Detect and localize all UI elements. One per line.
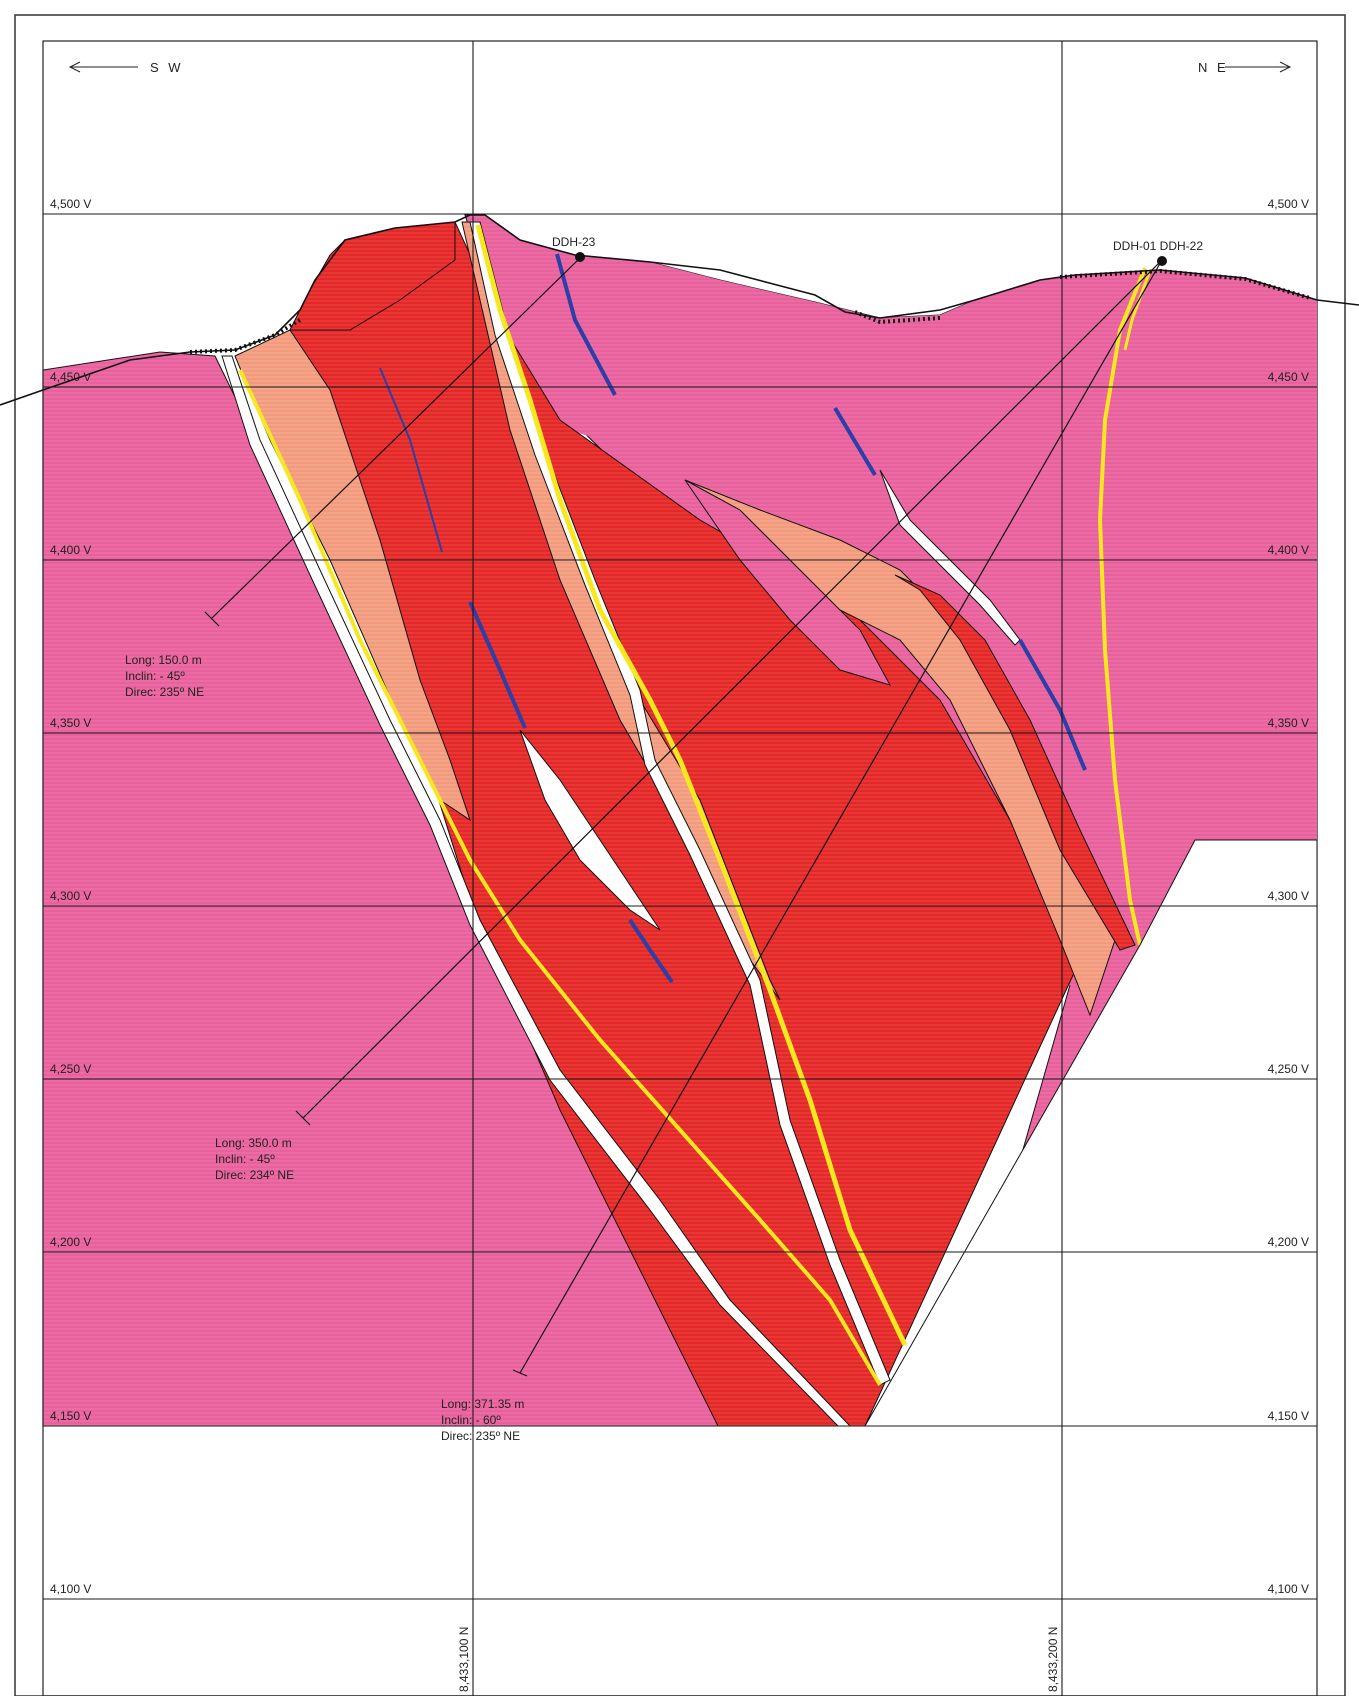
altered-band-west bbox=[234, 329, 471, 822]
drillhole-end-tick-c bbox=[512, 1369, 528, 1377]
elevation-label: 4,300 V bbox=[50, 889, 91, 903]
northing-label: 8,433,200 N bbox=[1046, 1627, 1060, 1692]
elevation-label: 4,400 V bbox=[1268, 543, 1309, 557]
drillhole-end-tick-b bbox=[295, 1110, 311, 1126]
yellow-vein-west bbox=[238, 369, 882, 1387]
elevation-label: 4,200 V bbox=[50, 1235, 91, 1249]
elevation-label: 4,250 V bbox=[50, 1062, 91, 1076]
blue-fault-1 bbox=[555, 253, 617, 396]
blue-fault-5 bbox=[833, 406, 877, 477]
elevation-label: 4,300 V bbox=[1268, 889, 1309, 903]
collar-label-ddh01-ddh22: DDH-01 DDH-22 bbox=[1113, 239, 1203, 253]
red-band-east bbox=[894, 574, 1136, 951]
outer-frame bbox=[14, 14, 1346, 1696]
hole-inclination: Inclin: - 45º bbox=[125, 669, 185, 683]
elevation-label: 4,350 V bbox=[50, 716, 91, 730]
hole-inclination: Inclin: - 45º bbox=[215, 1152, 275, 1166]
yellow-vein-east-inner bbox=[1123, 269, 1152, 351]
elevation-label: 4,150 V bbox=[50, 1409, 91, 1423]
hole-direction: Direc: 235º NE bbox=[441, 1429, 520, 1443]
elevation-label: 4,250 V bbox=[1268, 1062, 1309, 1076]
hole-length: Long: 350.0 m bbox=[215, 1136, 292, 1150]
collar-marker-right bbox=[1157, 256, 1167, 266]
drillhole-trace-ddh22 bbox=[302, 259, 1163, 1119]
elevation-label: 4,350 V bbox=[1268, 716, 1309, 730]
direction-label-ne: N E bbox=[1198, 60, 1229, 75]
blue-fault-3 bbox=[468, 601, 527, 729]
elevation-label: 4,150 V bbox=[1268, 1409, 1309, 1423]
host-rock-wedge bbox=[684, 479, 892, 686]
drillhole-info-a: Long: 150.0 m Inclin: - 45º Direc: 235º … bbox=[125, 653, 204, 699]
drillhole-end-tick-a bbox=[204, 611, 220, 627]
hole-length: Long: 150.0 m bbox=[125, 653, 202, 667]
no-data-area bbox=[864, 839, 1318, 1427]
direction-arrow-ne bbox=[1225, 61, 1292, 73]
drillhole-info-c: Long: 371.35 m Inclin: - 60º Direc: 235º… bbox=[441, 1397, 524, 1443]
elevation-label: 4,100 V bbox=[1268, 1582, 1309, 1596]
alluvium-cover-right bbox=[1059, 268, 1311, 300]
white-dyke-east bbox=[879, 469, 1021, 646]
drillhole-trace-ddh01 bbox=[519, 259, 1163, 1374]
elevation-label: 4,450 V bbox=[50, 370, 91, 384]
elevation-labels-left: 4,500 V 4,450 V 4,400 V 4,350 V 4,300 V … bbox=[50, 197, 91, 1596]
collar-label-ddh23: DDH-23 bbox=[552, 235, 596, 249]
elevation-label: 4,500 V bbox=[1268, 197, 1309, 211]
alluvium-cover-left bbox=[189, 318, 302, 354]
hole-length: Long: 371.35 m bbox=[441, 1397, 524, 1411]
hole-inclination: Inclin: - 60º bbox=[441, 1413, 501, 1427]
blue-fault-6 bbox=[1018, 639, 1087, 771]
elevation-label: 4,200 V bbox=[1268, 1235, 1309, 1249]
blue-fault-4 bbox=[628, 918, 674, 984]
elevation-label: 4,100 V bbox=[50, 1582, 91, 1596]
alluvium-cover-mid bbox=[854, 310, 941, 325]
elevation-label: 4,450 V bbox=[1268, 370, 1309, 384]
northing-label: 8,433,100 N bbox=[457, 1627, 471, 1692]
direction-label-sw: S W bbox=[150, 60, 184, 75]
elevation-gridlines bbox=[43, 213, 1317, 1600]
elevation-label: 4,400 V bbox=[50, 543, 91, 557]
hole-direction: Direc: 234º NE bbox=[215, 1168, 294, 1182]
yellow-vein-east bbox=[1097, 267, 1147, 946]
white-dyke-central bbox=[469, 221, 891, 1386]
northing-gridlines bbox=[472, 41, 1063, 1696]
direction-arrow-sw bbox=[68, 61, 138, 73]
hole-direction: Direc: 235º NE bbox=[125, 685, 204, 699]
yellow-vein-central bbox=[475, 224, 908, 1347]
white-lens bbox=[519, 729, 661, 931]
collar-marker-left bbox=[575, 252, 585, 262]
drillhole-info-b: Long: 350.0 m Inclin: - 45º Direc: 234º … bbox=[215, 1136, 294, 1182]
drillhole-trace-ddh23 bbox=[211, 257, 581, 619]
blue-fault-2 bbox=[379, 367, 443, 553]
elevation-label: 4,500 V bbox=[50, 197, 91, 211]
elevation-labels-right: 4,500 V 4,450 V 4,400 V 4,350 V 4,300 V … bbox=[1268, 197, 1309, 1596]
